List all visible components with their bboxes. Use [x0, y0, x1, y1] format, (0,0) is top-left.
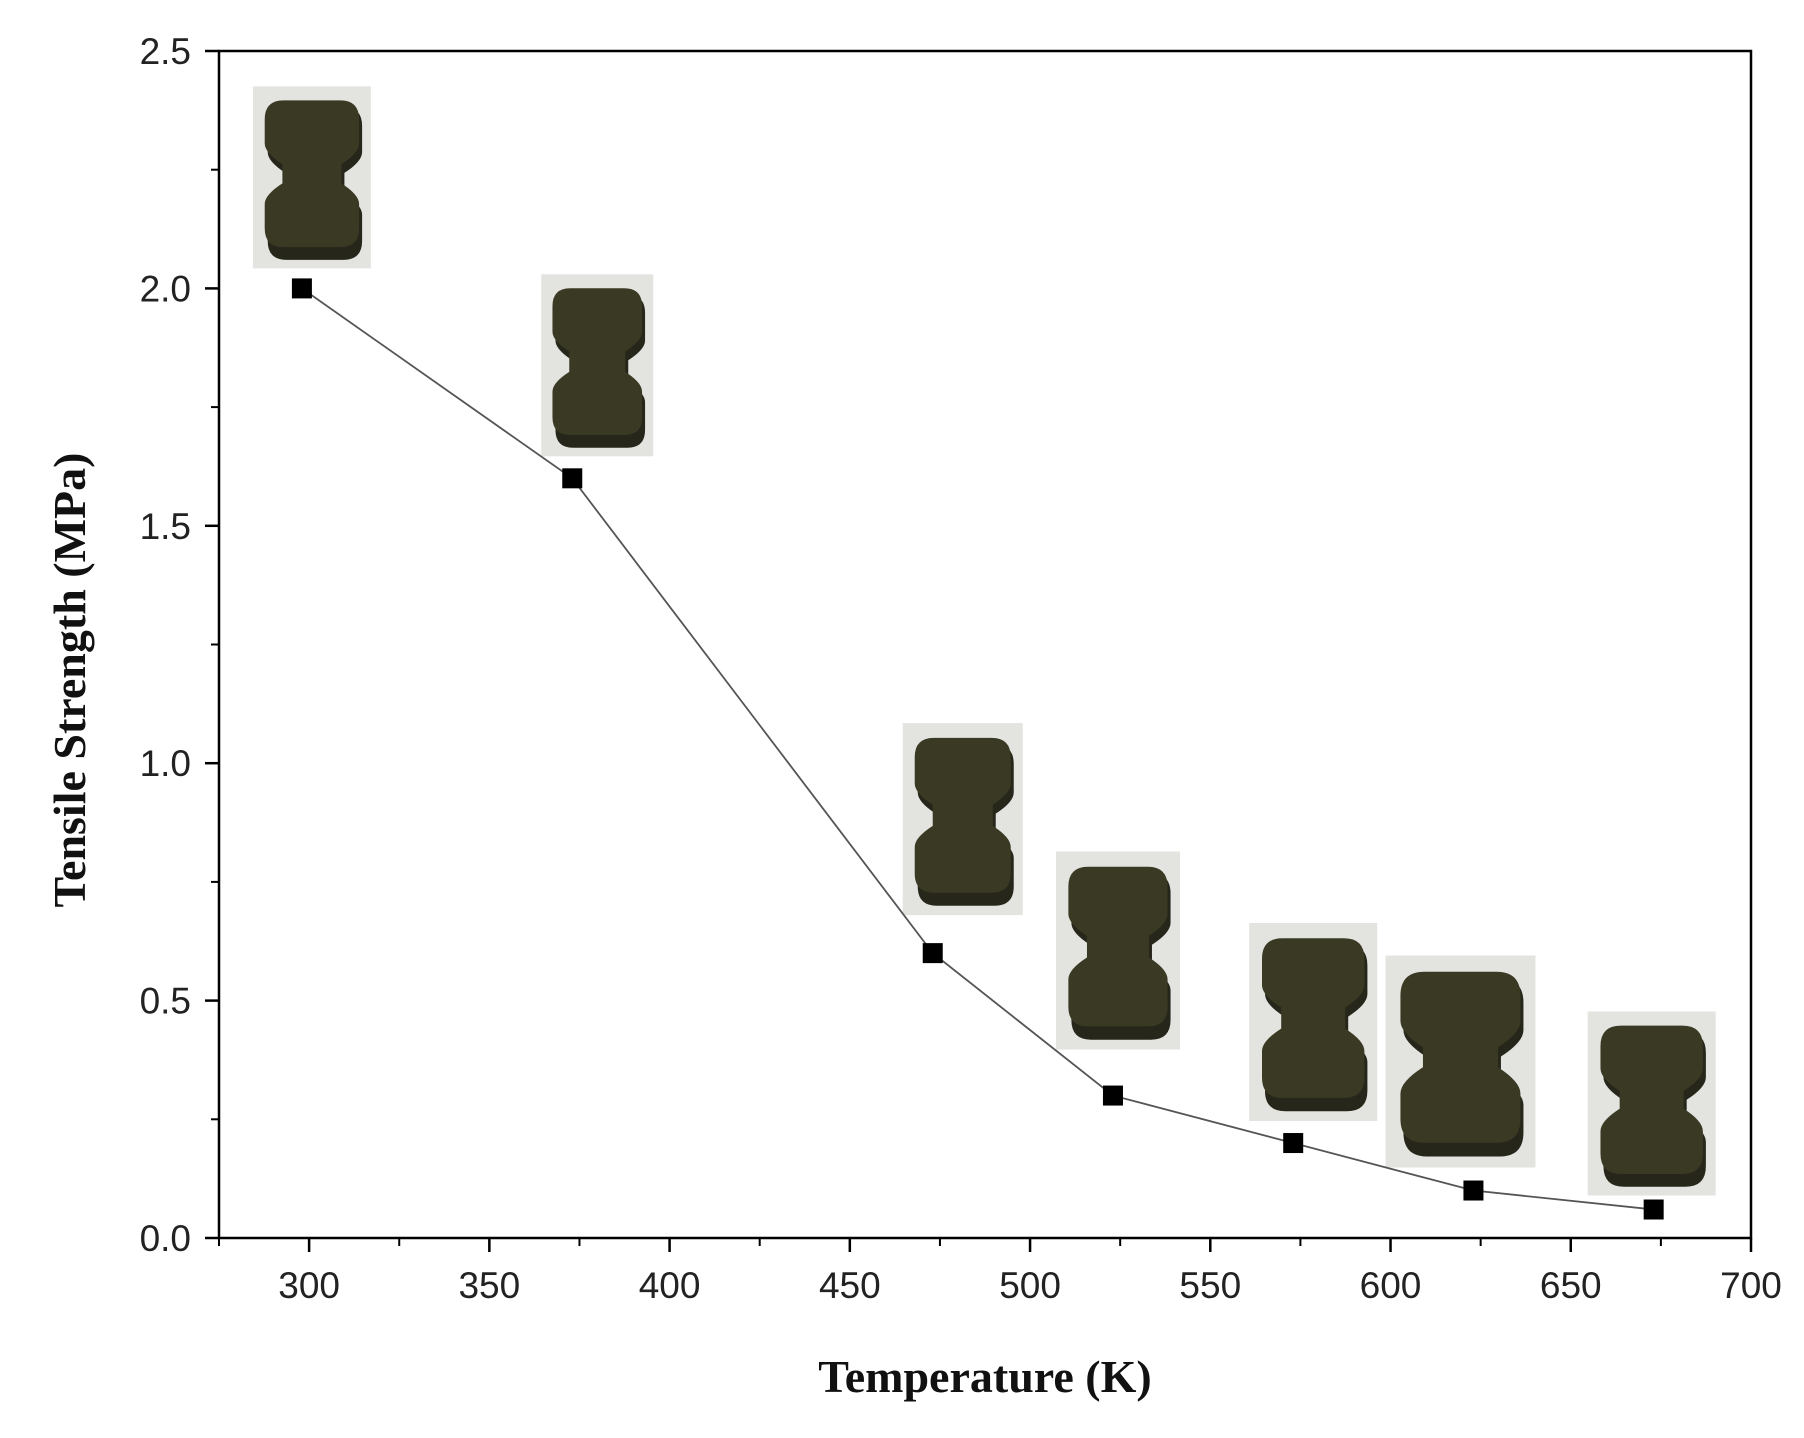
specimen-photo	[1055, 851, 1180, 1050]
specimen-shape	[1262, 938, 1365, 1098]
x-tick-label: 400	[639, 1265, 701, 1306]
y-tick-label: 1.0	[140, 743, 191, 784]
x-tick-label: 700	[1720, 1265, 1782, 1306]
y-axis-ticks: 0.0 0.5 1.0 1.5 2.0 2.5	[140, 31, 219, 1259]
specimen-photos	[252, 86, 1716, 1196]
y-tick-label: 0.0	[140, 1218, 191, 1259]
y-tick-label: 2.0	[140, 268, 191, 309]
specimen-photo	[1385, 955, 1536, 1168]
y-tick-label: 2.5	[140, 31, 191, 72]
data-point-marker	[922, 943, 943, 964]
x-axis-ticks: 300 350 400 450 500 550 600 650 700	[218, 1238, 1782, 1306]
x-tick-label: 650	[1540, 1265, 1602, 1306]
specimen-shape	[264, 100, 360, 248]
x-axis-title: Temperature (K)	[818, 1351, 1151, 1402]
specimen-photo	[541, 274, 654, 457]
y-axis-title: Tensile Strength (MPa)	[44, 453, 95, 908]
x-tick-label: 450	[819, 1265, 881, 1306]
specimen-photo	[1249, 923, 1378, 1122]
data-point-marker	[1283, 1133, 1304, 1154]
specimen-photo	[902, 723, 1023, 916]
x-tick-label: 350	[458, 1265, 520, 1306]
specimen-shape	[1400, 971, 1521, 1143]
data-point-marker	[1643, 1199, 1664, 1220]
data-point-marker	[1463, 1180, 1484, 1201]
x-tick-label: 600	[1360, 1265, 1422, 1306]
x-tick-label: 550	[1179, 1265, 1241, 1306]
specimen-shape	[914, 737, 1011, 893]
x-tick-label: 300	[278, 1265, 340, 1306]
data-point-marker	[1102, 1085, 1123, 1106]
specimen-photo	[252, 86, 371, 269]
data-point-marker	[562, 468, 583, 489]
y-tick-label: 0.5	[140, 981, 191, 1022]
x-tick-label: 500	[999, 1265, 1061, 1306]
data-point-marker	[291, 278, 312, 299]
specimen-shape	[1600, 1025, 1703, 1175]
specimen-shape	[1068, 866, 1168, 1027]
series	[291, 278, 1664, 1220]
specimen-photo	[1587, 1011, 1716, 1196]
specimen-shape	[552, 288, 643, 436]
y-tick-label: 1.5	[140, 506, 191, 547]
